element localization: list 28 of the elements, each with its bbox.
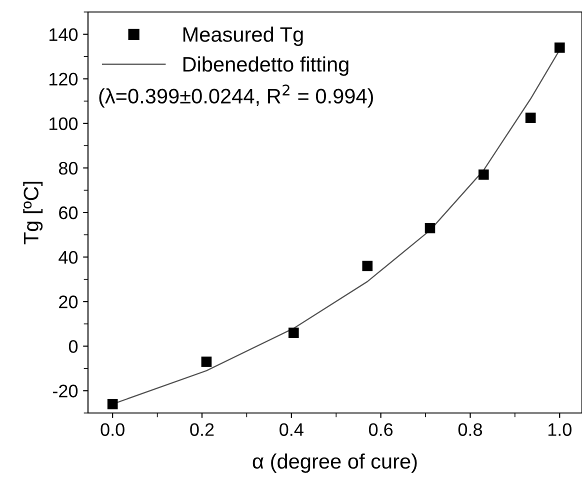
legend-label: Measured Tg [183, 26, 303, 46]
point [525, 112, 536, 123]
point [362, 260, 373, 272]
point [288, 328, 299, 338]
y-tick-label: 20 [59, 296, 78, 308]
point [478, 169, 489, 180]
y-tick-label: 40 [58, 250, 78, 264]
x-axis-title: α (degree of cure) [252, 453, 417, 473]
y-tick-label: 140 [50, 28, 78, 41]
point [554, 42, 565, 53]
y-tick-label: 100 [50, 117, 78, 130]
x-tick-label: 1.0 [548, 423, 572, 436]
y-tick-label: 60 [59, 206, 78, 220]
y-tick-label: 120 [50, 72, 78, 86]
y-tick-label: 80 [58, 162, 78, 175]
y-tick-label: 0 [68, 340, 78, 353]
x-tick-label: 0.2 [190, 423, 214, 436]
point [201, 356, 212, 367]
legend-label: Dibenedetto fitting [183, 56, 348, 76]
x-tick-label: 0.6 [368, 423, 393, 436]
x-tick-label: 0.4 [280, 423, 304, 436]
x-tick-label: 0.0 [100, 423, 124, 436]
x-tick-label: 0.8 [458, 423, 482, 436]
annotation: (λ=0.399±0.0244, R$^{2}$ = 0.994) [99, 84, 373, 108]
point [107, 398, 118, 410]
point [424, 222, 436, 234]
y-axis-title: Tg [ºC] [23, 182, 43, 244]
y-tick-label: -20 [52, 384, 78, 398]
